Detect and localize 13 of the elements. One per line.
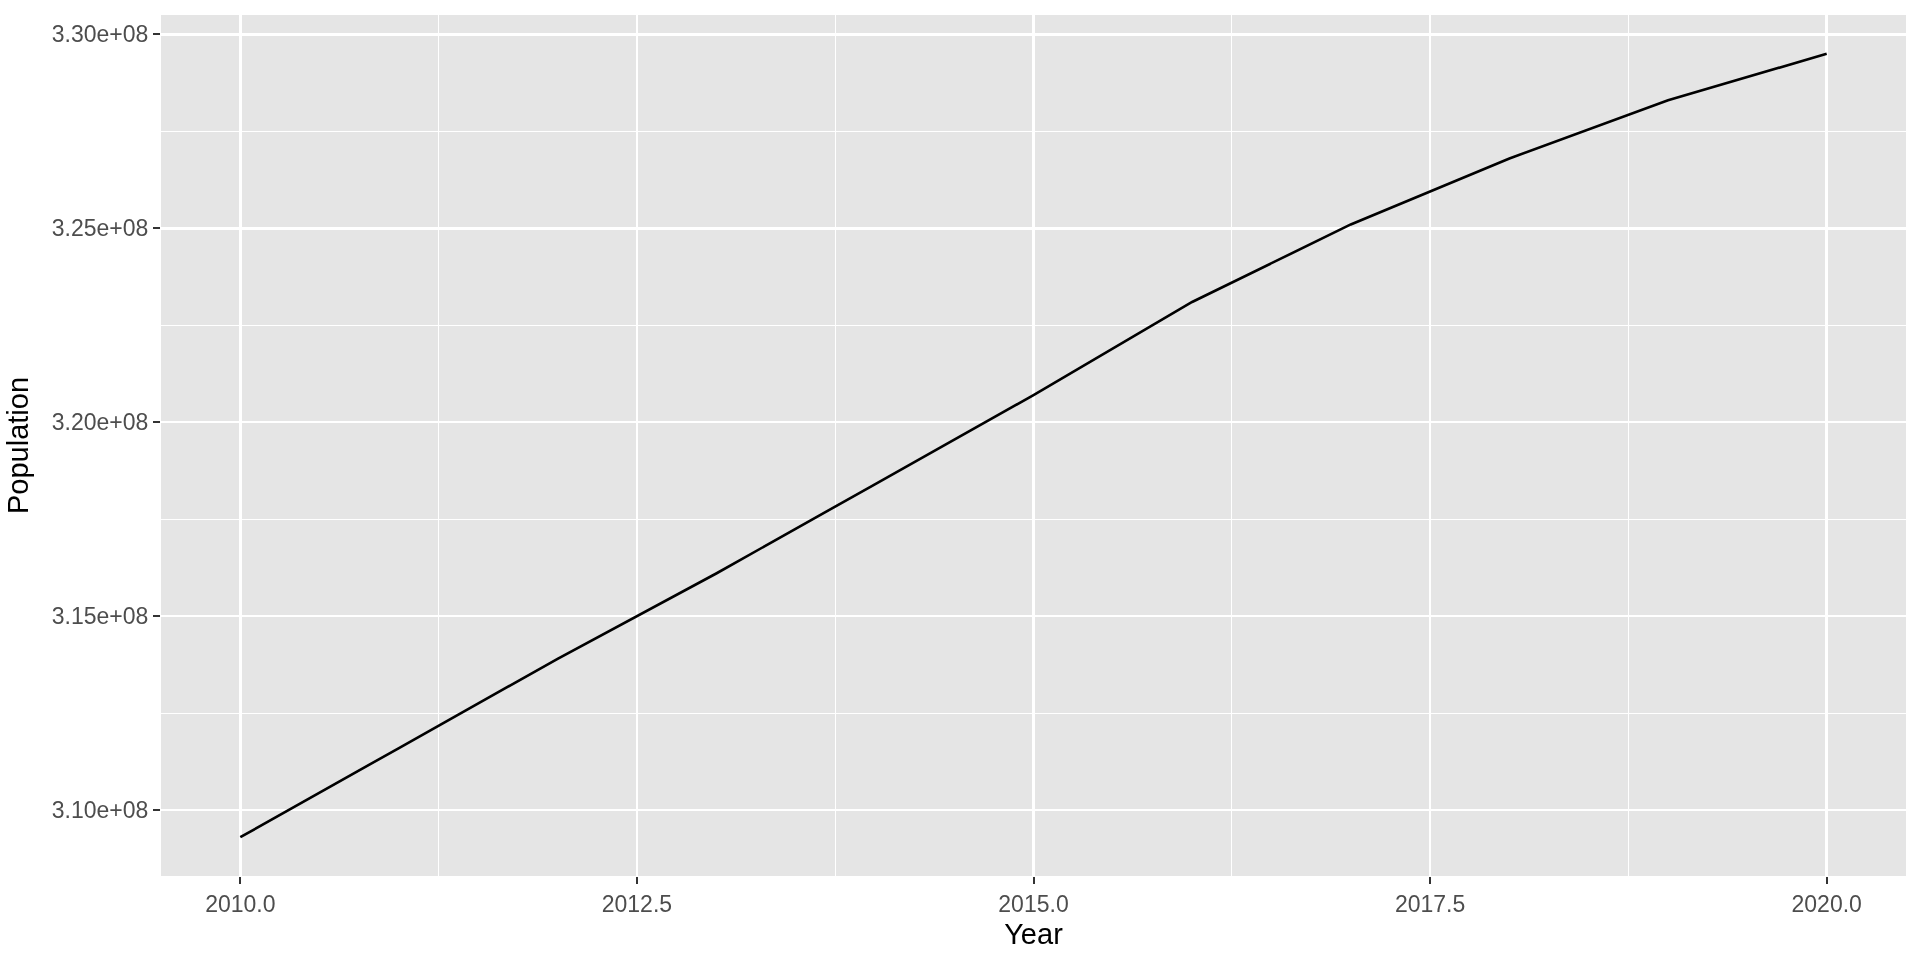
x-tick-label: 2020.0 bbox=[1791, 890, 1862, 917]
x-tick-label: 2012.5 bbox=[601, 890, 673, 917]
y-tick-label: 3.10e+08 bbox=[51, 797, 149, 824]
x-axis-title: Year bbox=[1004, 918, 1064, 951]
y-tick-label: 3.20e+08 bbox=[51, 409, 149, 436]
y-tick-label: 3.15e+08 bbox=[51, 603, 149, 630]
x-tick-label: 2015.0 bbox=[998, 890, 1069, 917]
y-tick-label: 3.25e+08 bbox=[51, 215, 149, 242]
x-tick-label: 2010.0 bbox=[205, 890, 276, 917]
y-tick-label: 3.30e+08 bbox=[51, 21, 149, 48]
line-series bbox=[239, 52, 1828, 839]
y-axis-title: Population bbox=[2, 376, 35, 515]
x-tick-label: 2017.5 bbox=[1394, 890, 1466, 917]
